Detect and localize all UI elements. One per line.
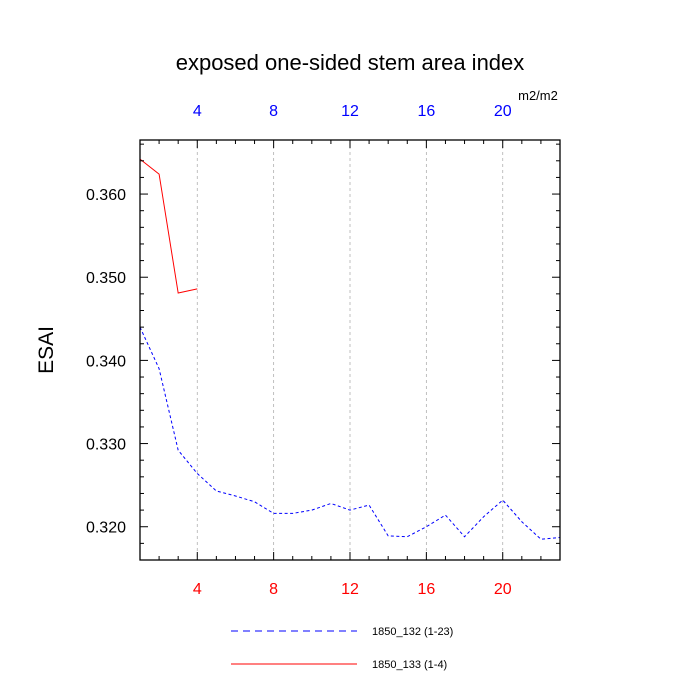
legend-label-1: 1850_132 (1-23) <box>372 626 453 638</box>
y-axis-label: ESAI <box>35 326 58 374</box>
x-grid <box>196 140 504 560</box>
x-tick-label-top: 8 <box>269 103 278 120</box>
plot-frame <box>139 139 561 561</box>
y-tick-label: 0.340 <box>86 353 126 370</box>
tick-labels: 4 4 8 8 12 12 16 16 20 20 0.320 0.330 0.340 0.350 0.36… <box>86 103 512 598</box>
series-line-2 <box>139 158 198 294</box>
x-tick-label-bottom: 20 <box>494 581 512 598</box>
x-tick-label-bottom: 8 <box>269 581 278 598</box>
series-layer <box>139 158 561 540</box>
x-tick-label-bottom: 12 <box>341 581 359 598</box>
series-line-1 <box>139 326 561 540</box>
y-tick-label: 0.320 <box>86 520 126 537</box>
x-tick-label-bottom: 16 <box>417 581 435 598</box>
y-tick-label: 0.360 <box>86 187 126 204</box>
x-tick-label-bottom: 4 <box>193 581 202 598</box>
y-tick-label: 0.330 <box>86 437 126 454</box>
x-tick-label-top: 20 <box>494 103 512 120</box>
units-label: m2/m2 <box>518 88 558 103</box>
x-tick-label-top: 4 <box>193 103 202 120</box>
x-tick-label-top: 12 <box>341 103 359 120</box>
legend: 1850_132 (1-23) 1850_133 (1-4) <box>231 626 453 671</box>
chart-title: exposed one-sided stem area index <box>176 50 525 75</box>
legend-label-2: 1850_133 (1-4) <box>372 659 447 671</box>
y-tick-label: 0.350 <box>86 270 126 287</box>
x-tick-label-top: 16 <box>417 103 435 120</box>
